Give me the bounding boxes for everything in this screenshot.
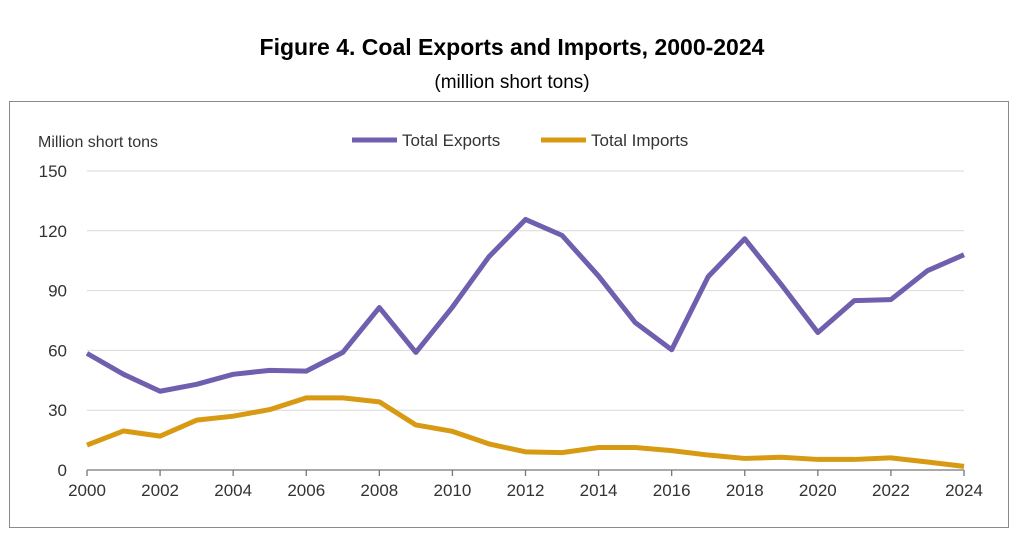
x-tick-label: 2006 xyxy=(287,481,325,500)
y-tick-label: 60 xyxy=(48,341,67,360)
x-tick-label: 2010 xyxy=(434,481,472,500)
chart-title: Figure 4. Coal Exports and Imports, 2000… xyxy=(259,34,765,60)
x-tick-label: 2012 xyxy=(507,481,545,500)
x-tick-label: 2002 xyxy=(141,481,179,500)
y-axis-label: Million short tons xyxy=(38,134,158,151)
legend-label: Total Imports xyxy=(591,131,688,150)
chart-frame xyxy=(9,101,1009,528)
y-tick-label: 30 xyxy=(48,401,67,420)
x-tick-label: 2018 xyxy=(726,481,764,500)
y-tick-label: 0 xyxy=(58,461,67,480)
x-tick-label: 2022 xyxy=(872,481,910,500)
x-tick-label: 2008 xyxy=(360,481,398,500)
chart-subtitle: (million short tons) xyxy=(434,72,590,93)
x-tick-label: 2014 xyxy=(580,481,618,500)
x-tick-label: 2020 xyxy=(799,481,837,500)
y-tick-label: 120 xyxy=(39,222,67,241)
legend-label: Total Exports xyxy=(402,131,500,150)
x-tick-label: 2000 xyxy=(68,481,106,500)
x-tick-label: 2004 xyxy=(214,481,252,500)
series-line-total-exports xyxy=(85,216,965,394)
x-tick-label: 2024 xyxy=(945,481,983,500)
y-tick-label: 150 xyxy=(39,162,67,181)
x-tick-label: 2016 xyxy=(653,481,691,500)
y-tick-label: 90 xyxy=(48,282,67,301)
series-line-total-imports xyxy=(86,395,965,469)
